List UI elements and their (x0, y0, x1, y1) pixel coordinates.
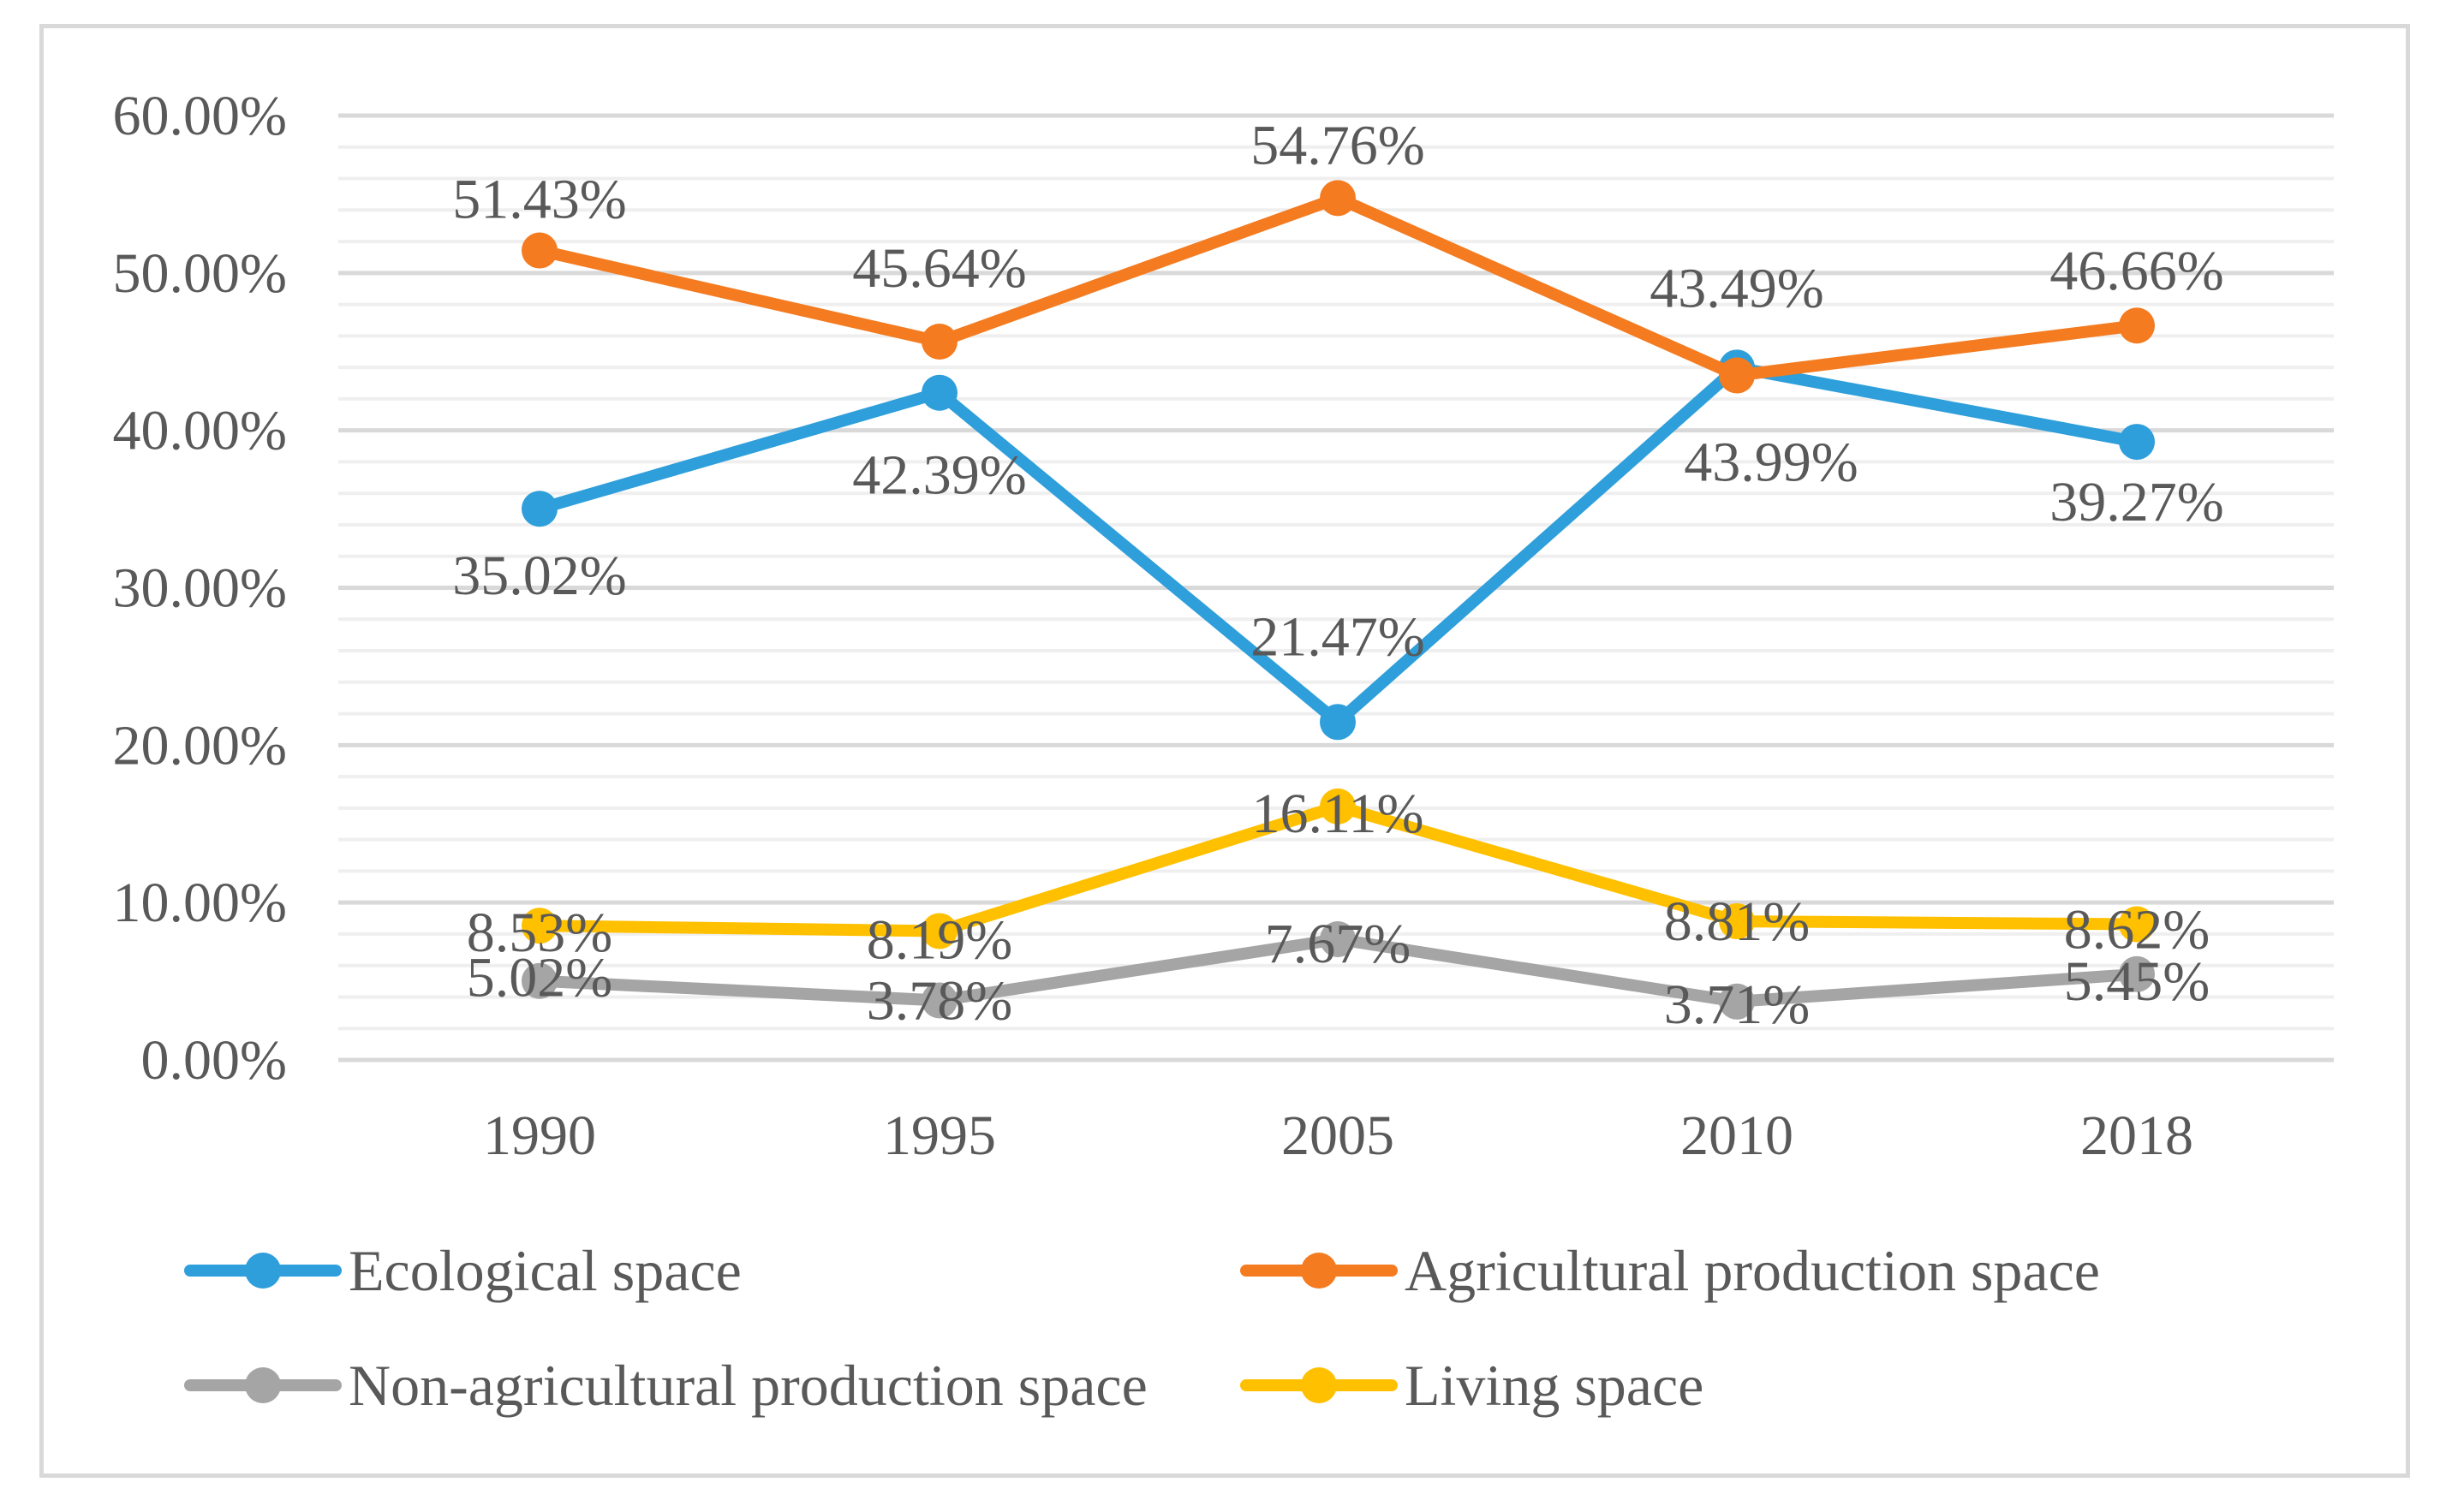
data-label: 16.11% (1251, 783, 1423, 845)
gridlines (338, 113, 2334, 1063)
data-point (2119, 955, 2155, 992)
y-tick-label: 20.00% (113, 714, 287, 777)
legend-label: Non-agricultural production space (349, 1353, 1148, 1418)
series-line-ecological-space (534, 361, 2143, 729)
legend-swatch-marker (1301, 1253, 1337, 1289)
data-point (922, 913, 958, 949)
series-line-agricultural-production-space (534, 192, 2143, 382)
data-label: 8.81% (1664, 890, 1810, 953)
x-tick-label: 1995 (883, 1104, 996, 1167)
data-label: 39.27% (2049, 471, 2223, 533)
data-point (522, 908, 558, 944)
data-label: 3.71% (1664, 973, 1810, 1036)
data-label: 8.53% (467, 902, 612, 964)
data-label: 21.47% (1250, 605, 1424, 668)
data-point (1719, 983, 1755, 1020)
data-label: 5.02% (467, 947, 612, 1009)
data-labels: 35.02% 42.39% 21.47% 43.99% 39.27% 51.43% 45.6… (452, 114, 2223, 1035)
y-tick-label: 10.00% (113, 872, 287, 934)
data-label: 43.49% (1650, 258, 1823, 320)
data-point (1320, 788, 1356, 824)
data-label: 7.67% (1265, 913, 1411, 975)
legend-label: Living space (1405, 1353, 1703, 1418)
data-point (1320, 180, 1356, 217)
data-label: 8.62% (2064, 899, 2210, 961)
data-label: 45.64% (852, 237, 1026, 300)
data-point (2119, 307, 2155, 344)
data-label: 54.76% (1250, 114, 1424, 176)
y-tick-label: 40.00% (113, 400, 287, 462)
data-label: 35.02% (452, 545, 626, 607)
x-tick-label: 2018 (2080, 1104, 2193, 1167)
legend-swatch-marker (1301, 1367, 1337, 1403)
data-label: 43.99% (1684, 431, 1858, 493)
data-label: 8.19% (867, 908, 1012, 971)
y-tick-label: 50.00% (113, 242, 287, 305)
legend-label: Agricultural production space (1405, 1238, 2100, 1303)
data-point (922, 374, 958, 411)
data-label: 5.45% (2064, 950, 2210, 1013)
data-label: 46.66% (2049, 240, 2223, 302)
legend-label: Ecological space (349, 1238, 742, 1303)
data-point (2119, 906, 2155, 943)
y-tick-label: 30.00% (113, 557, 287, 620)
data-point (922, 982, 958, 1019)
data-point (2119, 424, 2155, 461)
y-tick-label: 0.00% (141, 1029, 287, 1092)
data-point (522, 491, 558, 527)
x-tick-label: 2005 (1281, 1104, 1394, 1167)
legend-swatch-marker (245, 1367, 281, 1403)
data-point (922, 323, 958, 360)
x-tick-label: 1990 (483, 1104, 596, 1167)
data-label: 42.39% (852, 444, 1026, 507)
chart-frame (39, 24, 2410, 1478)
data-point (1719, 903, 1755, 940)
axis-ticks: 0.00% 10.00% 20.00% 30.00% 40.00% 50.00% 60.00… (113, 85, 2193, 1167)
legend-swatch-marker (245, 1253, 281, 1289)
legend: Ecological space Agricultural production … (184, 1238, 2100, 1418)
y-tick-label: 60.00% (113, 85, 287, 147)
data-point (522, 962, 558, 999)
data-point (1320, 704, 1356, 741)
data-point (522, 232, 558, 269)
series-lines (522, 180, 2155, 1020)
data-point (1719, 357, 1755, 394)
x-tick-label: 2010 (1680, 1104, 1793, 1167)
data-label: 3.78% (867, 970, 1012, 1033)
data-point (1320, 920, 1356, 957)
data-label: 51.43% (452, 169, 626, 231)
